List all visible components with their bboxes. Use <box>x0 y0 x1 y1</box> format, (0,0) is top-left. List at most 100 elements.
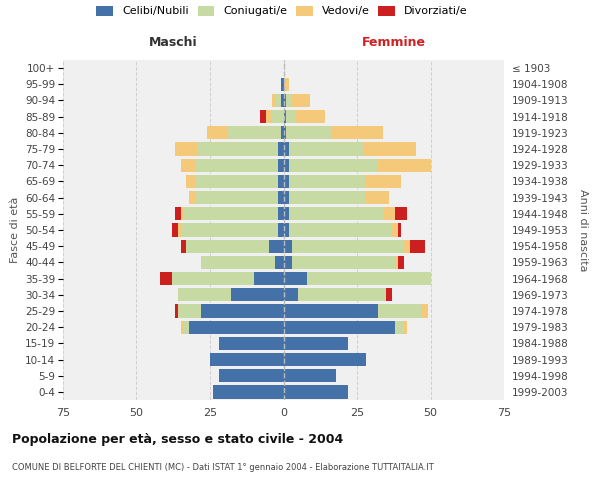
Bar <box>286 126 331 140</box>
Bar <box>284 256 292 269</box>
Y-axis label: Fasce di età: Fasce di età <box>10 197 20 263</box>
Bar <box>172 224 178 236</box>
Bar <box>198 142 278 156</box>
Bar <box>278 175 284 188</box>
Bar <box>272 94 275 107</box>
Bar <box>181 207 184 220</box>
Bar <box>181 240 187 253</box>
Bar <box>284 158 289 172</box>
Bar <box>187 175 196 188</box>
Bar <box>386 288 392 302</box>
Bar <box>289 158 377 172</box>
Bar <box>289 175 366 188</box>
Bar <box>284 94 286 107</box>
Bar <box>292 256 395 269</box>
Bar <box>395 320 404 334</box>
Bar <box>187 240 269 253</box>
Bar <box>366 191 389 204</box>
Bar <box>190 320 284 334</box>
Bar <box>230 288 284 302</box>
Bar <box>196 158 278 172</box>
Bar <box>207 126 227 140</box>
Text: Femmine: Femmine <box>362 36 426 50</box>
Bar <box>289 191 366 204</box>
Bar <box>260 110 266 124</box>
Bar <box>377 304 422 318</box>
Bar <box>275 94 281 107</box>
Bar <box>278 207 284 220</box>
Bar <box>219 369 284 382</box>
Bar <box>184 207 278 220</box>
Bar <box>278 158 284 172</box>
Bar <box>278 142 284 156</box>
Bar <box>363 142 416 156</box>
Text: COMUNE DI BELFORTE DEL CHIENTI (MC) - Dati ISTAT 1° gennaio 2004 - Elaborazione : COMUNE DI BELFORTE DEL CHIENTI (MC) - Da… <box>12 462 434 471</box>
Bar <box>160 272 172 285</box>
Bar <box>284 386 348 398</box>
Bar <box>289 207 383 220</box>
Bar <box>284 224 289 236</box>
Bar <box>298 288 386 302</box>
Bar <box>366 175 401 188</box>
Bar <box>278 224 284 236</box>
Bar <box>254 272 284 285</box>
Bar <box>404 320 407 334</box>
Bar <box>172 272 254 285</box>
Bar <box>289 142 363 156</box>
Legend: Celibi/Nubili, Coniugati/e, Vedovi/e, Divorziati/e: Celibi/Nubili, Coniugati/e, Vedovi/e, Di… <box>97 6 467 16</box>
Bar <box>383 207 395 220</box>
Bar <box>175 304 178 318</box>
Bar <box>398 224 401 236</box>
Bar <box>284 240 292 253</box>
Bar <box>175 207 181 220</box>
Bar <box>181 320 184 334</box>
Bar <box>281 126 284 140</box>
Bar <box>307 272 431 285</box>
Bar <box>281 94 284 107</box>
Bar <box>284 336 348 350</box>
Bar <box>422 304 428 318</box>
Bar <box>284 126 286 140</box>
Bar <box>410 240 425 253</box>
Bar <box>284 175 289 188</box>
Bar <box>201 256 275 269</box>
Bar <box>190 191 196 204</box>
Bar <box>281 78 284 91</box>
Bar <box>178 288 230 302</box>
Bar <box>213 386 284 398</box>
Bar <box>284 78 289 91</box>
Bar <box>219 336 284 350</box>
Bar <box>295 110 325 124</box>
Bar <box>284 191 289 204</box>
Bar <box>395 207 407 220</box>
Bar <box>286 110 295 124</box>
Bar <box>392 224 398 236</box>
Bar <box>331 126 383 140</box>
Bar <box>278 191 284 204</box>
Bar <box>395 256 398 269</box>
Bar <box>284 304 377 318</box>
Bar <box>284 353 366 366</box>
Bar <box>210 353 284 366</box>
Bar <box>181 224 278 236</box>
Bar <box>286 94 292 107</box>
Bar <box>181 158 196 172</box>
Y-axis label: Anni di nascita: Anni di nascita <box>578 188 588 271</box>
Bar <box>284 110 286 124</box>
Bar <box>377 158 431 172</box>
Bar <box>266 110 272 124</box>
Bar <box>404 240 410 253</box>
Bar <box>292 94 310 107</box>
Bar <box>289 224 392 236</box>
Bar <box>275 256 284 269</box>
Bar <box>269 240 284 253</box>
Bar <box>178 304 201 318</box>
Bar <box>284 272 307 285</box>
Bar <box>196 191 278 204</box>
Bar <box>284 369 337 382</box>
Text: Maschi: Maschi <box>149 36 197 50</box>
Bar <box>398 256 404 269</box>
Bar <box>284 142 289 156</box>
Bar <box>201 304 284 318</box>
Bar <box>284 288 298 302</box>
